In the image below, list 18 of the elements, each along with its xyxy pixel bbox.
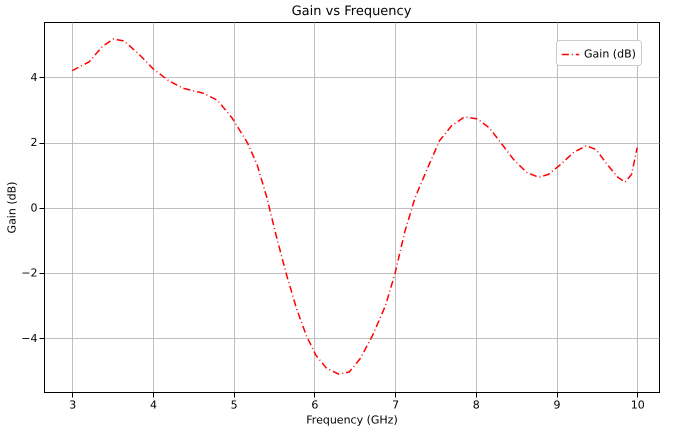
y-tick-label: 4 <box>30 70 38 84</box>
x-axis-title: Frequency (GHz) <box>306 414 398 426</box>
y-axis-title: Gain (dB) <box>5 182 18 234</box>
x-tick-label: 5 <box>230 398 238 412</box>
x-tick-label: 3 <box>69 398 76 412</box>
y-tick-label: −2 <box>21 266 38 280</box>
legend-label: Gain (dB) <box>584 48 636 60</box>
x-tick-label: 6 <box>311 398 318 412</box>
x-tick-label: 8 <box>472 398 480 412</box>
x-tick-label: 7 <box>392 398 400 412</box>
x-tick-label: 10 <box>630 398 645 412</box>
chart-title: Gain vs Frequency <box>292 4 412 19</box>
y-tick-label: 0 <box>30 201 38 214</box>
x-tick-label: 9 <box>554 398 560 412</box>
x-tick-label: 4 <box>150 398 157 412</box>
y-tick-label: 2 <box>30 136 38 150</box>
y-tick-label: −4 <box>21 332 38 345</box>
line-series <box>72 38 638 375</box>
